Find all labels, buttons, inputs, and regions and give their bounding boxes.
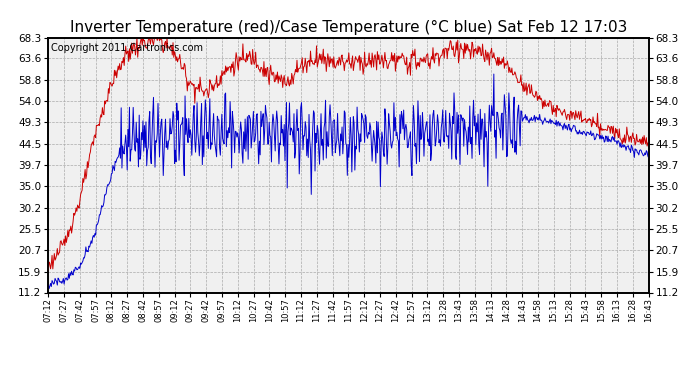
Title: Inverter Temperature (red)/Case Temperature (°C blue) Sat Feb 12 17:03: Inverter Temperature (red)/Case Temperat…: [70, 20, 627, 35]
Text: Copyright 2011 Cartronics.com: Copyright 2011 Cartronics.com: [51, 43, 204, 52]
